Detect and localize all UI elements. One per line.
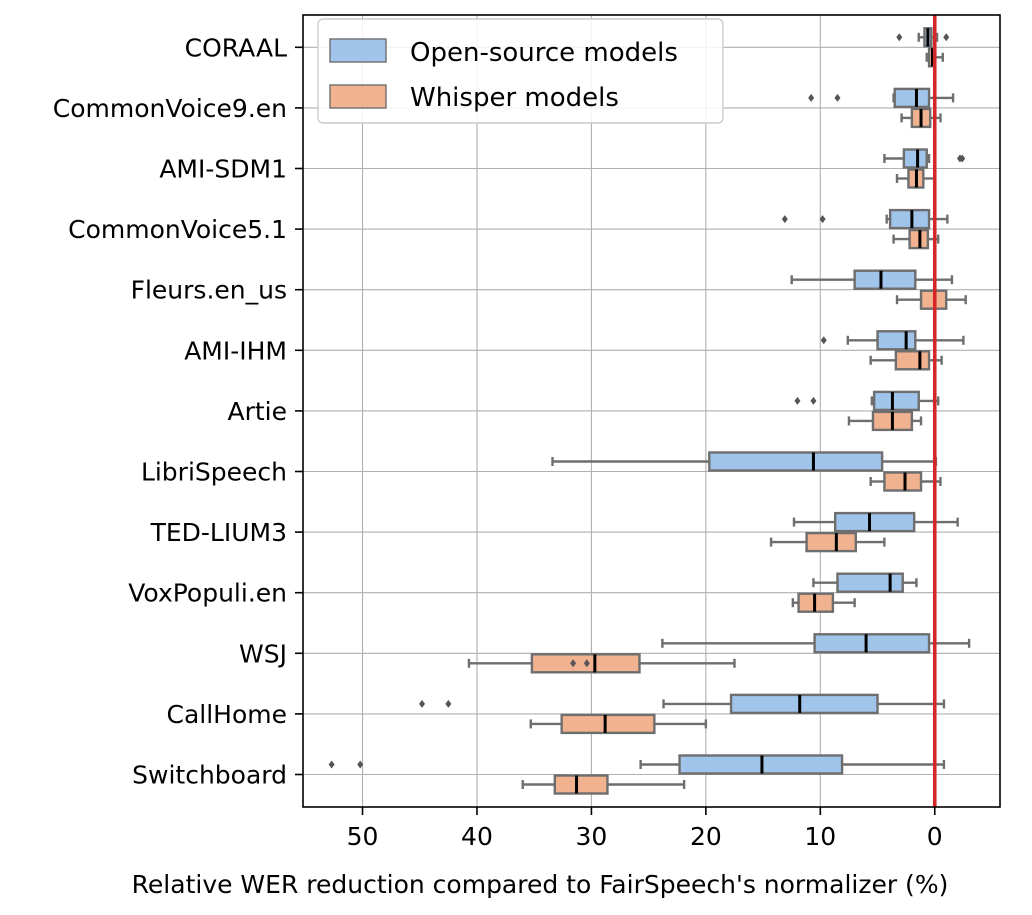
box-whisper — [791, 592, 856, 613]
outlier-point — [570, 659, 577, 668]
box-open-source — [781, 208, 949, 230]
box-iqr — [836, 572, 904, 593]
outlier-point — [583, 659, 590, 668]
box-whisper — [529, 713, 708, 735]
box-open-source — [328, 754, 946, 775]
x-tick-label: 20 — [690, 822, 722, 851]
box-open-source — [883, 148, 966, 169]
y-tick-label: CORAAL — [185, 33, 287, 62]
box-open-source — [820, 330, 965, 351]
box-open-source — [896, 27, 950, 48]
legend-label-open-source: Open-source models — [410, 38, 678, 68]
box-iqr — [853, 269, 917, 290]
y-tick-label: CommonVoice9.en — [53, 94, 287, 123]
box-open-source — [419, 693, 946, 715]
box-whisper — [769, 531, 886, 553]
legend-swatch-whisper — [329, 84, 387, 109]
box-open-source — [790, 269, 954, 290]
y-tick-label: Artie — [227, 397, 287, 426]
box-whisper — [869, 471, 942, 492]
outlier-point — [794, 396, 801, 405]
legend-frame — [317, 18, 724, 124]
outlier-point — [445, 699, 452, 708]
x-tick-label: 50 — [347, 822, 379, 851]
outlier-point — [781, 215, 788, 224]
box-iqr — [902, 148, 928, 169]
outlier-point — [328, 760, 335, 769]
box-iqr — [894, 350, 931, 371]
box-iqr — [893, 87, 931, 109]
box-iqr — [833, 511, 916, 533]
outlier-point — [943, 33, 950, 42]
outlier-point — [419, 699, 426, 708]
box-open-source — [661, 633, 971, 654]
box-iqr — [553, 774, 609, 795]
box-whisper — [467, 653, 736, 674]
outlier-point — [819, 215, 826, 224]
ticks-layer: 50 40 30 20 10 0 CORAAL CommonVoice9.en AMI-SDM1… — [53, 33, 943, 851]
box-open-source — [812, 572, 918, 593]
box-iqr — [560, 713, 656, 735]
y-tick-label: TED-LIUM3 — [150, 518, 287, 547]
outlier-point — [808, 93, 815, 102]
x-axis-label: Relative WER reduction compared to FairS… — [132, 870, 949, 899]
box-iqr — [729, 693, 879, 715]
y-tick-label: AMI-IHM — [184, 336, 287, 365]
box-whisper — [521, 774, 686, 795]
y-tick-label: Switchboard — [132, 761, 287, 790]
box-iqr — [876, 330, 917, 351]
y-tick-label: CallHome — [167, 700, 288, 729]
legend-swatch-open-source — [329, 38, 387, 63]
outlier-point — [820, 336, 827, 345]
box-iqr — [883, 471, 923, 492]
x-tick-label: 30 — [576, 822, 608, 851]
box-iqr — [888, 208, 931, 230]
box-whisper — [847, 410, 923, 432]
outlier-point — [357, 760, 364, 769]
legend: Open-source models Whisper models — [317, 18, 724, 124]
legend-label-whisper: Whisper models — [410, 83, 619, 113]
box-open-source — [808, 87, 955, 109]
outlier-point — [810, 396, 817, 405]
y-tick-label: VoxPopuli.en — [128, 579, 287, 608]
y-tick-label: CommonVoice5.1 — [68, 215, 287, 244]
outlier-point — [959, 154, 966, 163]
outlier-point — [896, 33, 903, 42]
box-iqr — [805, 531, 857, 553]
box-open-source — [794, 390, 940, 412]
box-iqr — [708, 451, 884, 472]
box-whisper — [900, 107, 942, 129]
box-open-source — [551, 451, 938, 472]
box-iqr — [872, 390, 920, 412]
outlier-point — [834, 93, 841, 102]
box-iqr — [813, 633, 931, 654]
x-tick-label: 0 — [927, 822, 943, 851]
y-tick-label: Fleurs.en_us — [131, 276, 287, 305]
y-tick-label: LibriSpeech — [141, 458, 287, 487]
y-tick-label: AMI-SDM1 — [159, 155, 287, 184]
x-tick-label: 40 — [461, 822, 493, 851]
boxes-layer — [328, 27, 971, 795]
x-tick-label: 10 — [804, 822, 836, 851]
y-tick-label: WSJ — [239, 639, 287, 668]
